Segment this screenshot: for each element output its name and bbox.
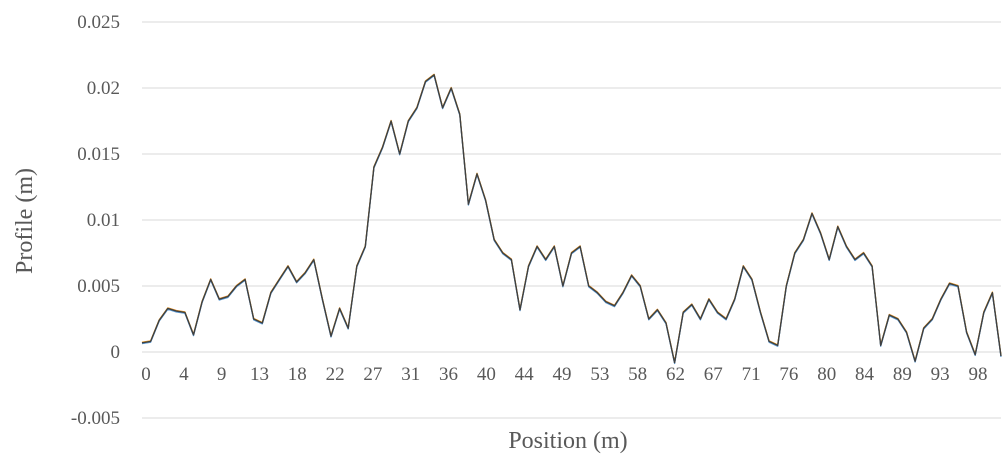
series-line — [141, 74, 1002, 364]
gridlines — [142, 21, 1001, 419]
x-tick-label: 84 — [855, 364, 875, 385]
y-tick-label: 0.02 — [87, 78, 120, 99]
x-tick-label: 44 — [515, 364, 535, 385]
x-axis-title: Position (m) — [508, 428, 627, 454]
x-tick-label: 40 — [477, 364, 496, 385]
x-tick-label: 31 — [401, 364, 420, 385]
x-tick-label: 71 — [742, 364, 761, 385]
x-tick-label: 93 — [931, 364, 950, 385]
x-tick-label: 53 — [590, 364, 609, 385]
y-tick-label: 0.005 — [77, 276, 120, 297]
x-tick-label: 4 — [179, 364, 189, 385]
x-tick-label: 13 — [250, 364, 269, 385]
x-tick-label: 0 — [141, 364, 151, 385]
series-line — [141, 74, 1002, 364]
profile-series — [141, 73, 1002, 365]
y-tick-label: 0.025 — [77, 12, 120, 33]
series-line — [141, 73, 1002, 363]
x-tick-label: 67 — [704, 364, 723, 385]
y-tick-label: 0 — [111, 342, 121, 363]
x-tick-label: 80 — [817, 364, 836, 385]
x-tick-label: 18 — [288, 364, 307, 385]
x-tick-label: 89 — [893, 364, 912, 385]
y-axis-title: Profile (m) — [12, 168, 38, 274]
x-tick-label: 22 — [326, 364, 345, 385]
series-line — [141, 74, 1002, 364]
x-tick-label: 76 — [779, 364, 798, 385]
x-tick-label: 9 — [217, 364, 227, 385]
y-axis-ticks: 0.025 0.02 0.015 0.01 0.005 0 -0.005 — [71, 12, 120, 429]
y-tick-label: 0.015 — [77, 144, 120, 165]
y-tick-label: -0.005 — [71, 408, 120, 429]
x-tick-label: 27 — [363, 364, 382, 385]
x-tick-label: 62 — [666, 364, 685, 385]
x-tick-label: 58 — [628, 364, 647, 385]
series-line — [141, 73, 1002, 363]
x-axis-ticks: 0 4 9 13 18 22 27 31 36 40 44 49 53 58 62 67 71 76 80 84 89 9… — [141, 364, 987, 385]
x-tick-label: 98 — [969, 364, 988, 385]
x-tick-label: 49 — [553, 364, 572, 385]
x-tick-label: 36 — [439, 364, 458, 385]
y-tick-label: 0.01 — [87, 210, 120, 231]
